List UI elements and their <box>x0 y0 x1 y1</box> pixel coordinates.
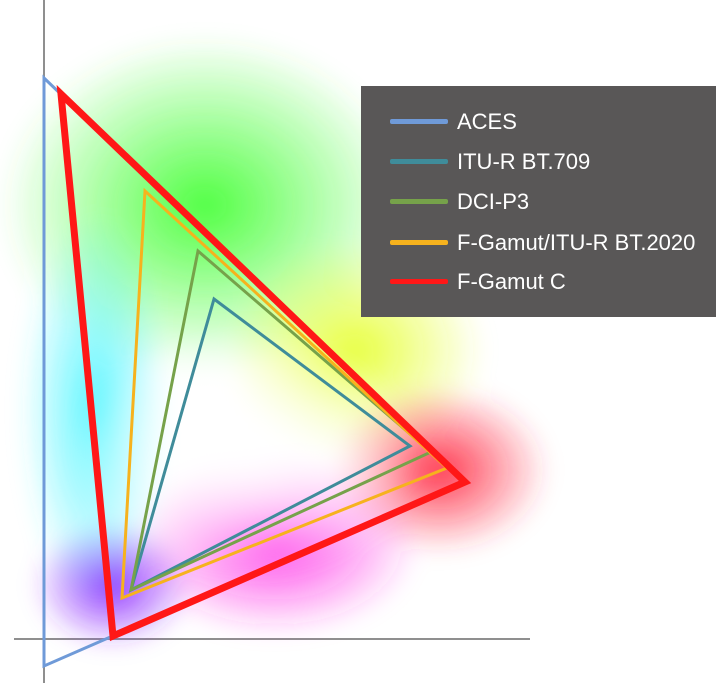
legend-label-f-gamut-c: F-Gamut C <box>457 269 566 294</box>
legend-item-dci-p3: DCI-P3 <box>390 184 710 220</box>
legend-label-f-gamut-itu-r-bt2020: F-Gamut/ITU-R BT.2020 <box>457 230 696 255</box>
gamut-f-gamut-c <box>56 84 472 642</box>
legend: ACES ITU-R BT.709 DCI-P3 F-Gamut/ITU-R B… <box>361 86 716 317</box>
gamut-itu-r-bt709 <box>128 296 413 593</box>
legend-label-dci-p3: DCI-P3 <box>457 189 530 214</box>
legend-swatch-dci-p3 <box>390 199 448 204</box>
legend-swatch-aces <box>390 119 448 124</box>
legend-item-itu-r-bt709: ITU-R BT.709 <box>390 144 710 180</box>
legend-swatch-itu-r-bt709 <box>390 159 448 164</box>
legend-item-f-gamut-c: F-Gamut C <box>390 264 710 300</box>
legend-swatch-f-gamut-c <box>390 279 448 284</box>
gamut-dci-p3 <box>128 248 434 593</box>
legend-label-itu-r-bt709: ITU-R BT.709 <box>457 149 591 174</box>
legend-item-aces: ACES <box>390 104 710 140</box>
legend-swatch-f-gamut-itu-r-bt2020 <box>390 240 448 245</box>
legend-label-aces: ACES <box>457 109 517 134</box>
gamut-f-gamut-itu-r-bt2020 <box>120 187 450 601</box>
legend-item-f-gamut-itu-r-bt2020: F-Gamut/ITU-R BT.2020 <box>390 225 710 261</box>
